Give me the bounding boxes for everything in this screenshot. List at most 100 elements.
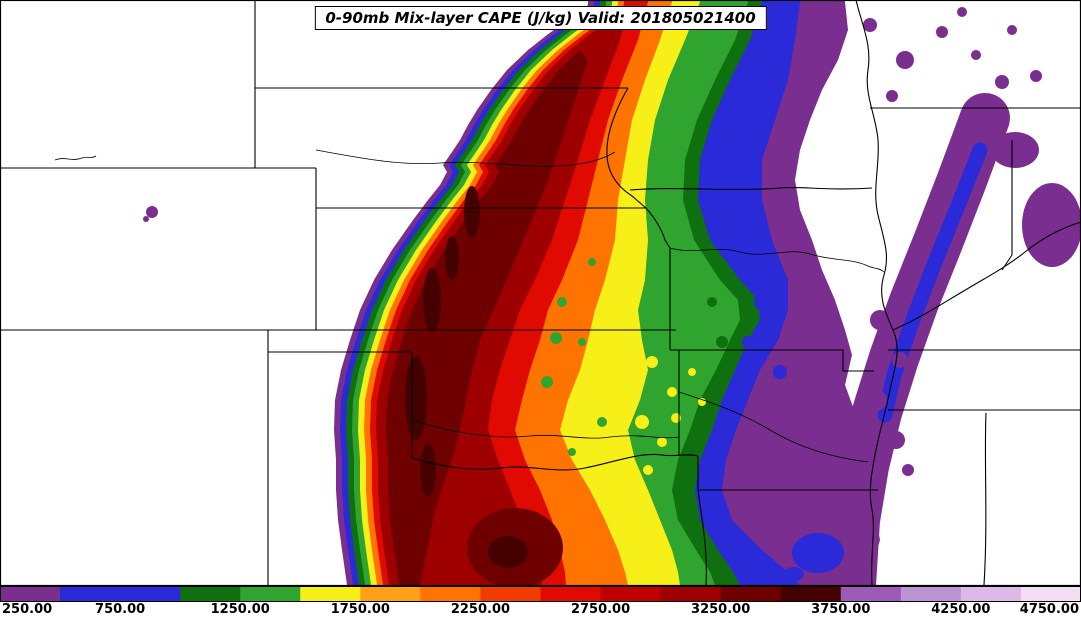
- colorbar-segment: [840, 587, 902, 601]
- colorbar-segment: [960, 587, 1022, 601]
- purple-speckle: [936, 26, 948, 38]
- green-speckle: [541, 376, 553, 388]
- map-canvas: 0-90mb Mix-layer CAPE (J/kg) Valid: 2018…: [0, 0, 1081, 586]
- blue-speckle: [754, 294, 770, 310]
- colorbar-segment: [660, 587, 722, 601]
- cape-contour-map: [0, 0, 1081, 586]
- river-line: [315, 149, 616, 167]
- dark-green-speckle: [716, 336, 728, 348]
- colorbar-segment: [420, 587, 482, 601]
- purple-blob-right-edge: [1022, 183, 1081, 267]
- cape-filled-contours: [143, 0, 1081, 586]
- darkest-core-streak: [420, 444, 436, 496]
- purple-speckle: [902, 464, 914, 476]
- green-speckle: [550, 332, 562, 344]
- yellow-speckle: [688, 368, 696, 376]
- river-lines: [54, 149, 885, 463]
- colorbar-tick-label: 4250.00: [931, 602, 991, 617]
- colorbar-segment: [480, 587, 542, 601]
- purple-speckle: [865, 389, 887, 411]
- green-speckle: [588, 258, 596, 266]
- green-speckle: [578, 338, 586, 346]
- purple-speckle: [146, 206, 158, 218]
- green-speckle: [557, 297, 567, 307]
- purple-blob: [974, 98, 1006, 126]
- purple-blob: [991, 132, 1039, 168]
- east-stripe-blue-core: [877, 142, 988, 423]
- state-border-line: [892, 221, 1081, 331]
- colorbar-segment: [0, 587, 61, 601]
- state-border-line: [670, 349, 874, 372]
- purple-speckle: [864, 370, 880, 386]
- colorbar-tick-label: 1750.00: [330, 602, 390, 617]
- colorbar-tick-label: 1250.00: [210, 602, 270, 617]
- state-border-line: [1001, 140, 1013, 271]
- colorbar-scale: [0, 586, 1081, 602]
- yellow-speckle: [646, 356, 658, 368]
- blue-patch-bottom-right: [792, 533, 844, 573]
- blue-speckle: [747, 257, 757, 267]
- purple-speckle: [896, 51, 914, 69]
- contour-band-3250-core: [386, 50, 588, 585]
- map-title-box: 0-90mb Mix-layer CAPE (J/kg) Valid: 2018…: [314, 6, 767, 30]
- purple-speckle: [1030, 70, 1042, 82]
- colorbar-tick-label: 250.00: [2, 602, 53, 617]
- darkest-core-streak: [488, 536, 528, 568]
- state-border-line: [606, 87, 671, 249]
- green-speckle: [568, 448, 576, 456]
- colorbar-segment: [120, 587, 181, 601]
- blue-speckle: [742, 336, 754, 348]
- colorbar-tick-label: 750.00: [95, 602, 146, 617]
- colorbar-labels: 250.00 750.00 1250.00 1750.00 2250.00 2750.00…: [0, 602, 1081, 624]
- darkest-core-streak: [464, 186, 480, 238]
- dark-green-speckle: [707, 297, 717, 307]
- blue-patch-bottom-right: [784, 567, 804, 581]
- yellow-speckle: [698, 398, 706, 406]
- darkest-core-streak: [445, 236, 459, 280]
- purple-speckle: [957, 7, 967, 17]
- colorbar-tick-label: 3250.00: [691, 602, 751, 617]
- purple-speckle: [971, 50, 981, 60]
- colorbar-segment: [240, 587, 301, 601]
- darkest-core-streak: [405, 356, 427, 440]
- yellow-speckle: [667, 387, 677, 397]
- state-borders: [0, 0, 1081, 586]
- purple-speckle: [892, 352, 908, 368]
- colorbar-segment: [540, 587, 602, 601]
- colorbar: [0, 586, 1081, 602]
- state-border-line: [855, 0, 898, 586]
- purple-speckle: [995, 75, 1009, 89]
- purple-speckle: [887, 431, 905, 449]
- purple-speckle: [870, 310, 890, 330]
- yellow-speckle: [657, 437, 667, 447]
- state-border-line: [411, 453, 699, 471]
- purple-speckle: [143, 216, 149, 222]
- river-line: [678, 391, 869, 463]
- colorbar-tick-label: 3750.00: [811, 602, 871, 617]
- state-border-line: [983, 412, 987, 586]
- state-border-line: [629, 186, 873, 191]
- colorbar-segment: [900, 587, 962, 601]
- colorbar-tick-label: 2250.00: [450, 602, 511, 617]
- colorbar-segment: [360, 587, 421, 601]
- colorbar-segment: [720, 587, 782, 601]
- river-line: [669, 247, 885, 273]
- river-line: [54, 155, 97, 161]
- yellow-speckle: [618, 388, 626, 396]
- map-title: 0-90mb Mix-layer CAPE (J/kg) Valid: 2018…: [325, 9, 756, 27]
- purple-speckle: [1007, 25, 1017, 35]
- yellow-speckle: [643, 465, 653, 475]
- colorbar-segment: [180, 587, 241, 601]
- purple-speckle: [886, 90, 898, 102]
- river-line: [411, 419, 680, 439]
- purple-speckle: [863, 18, 877, 32]
- green-speckle: [597, 417, 607, 427]
- darkest-core-streak: [423, 268, 441, 332]
- colorbar-tick-label: 4750.00: [1019, 602, 1079, 617]
- colorbar-tick-label: 2750.00: [570, 602, 631, 617]
- blue-speckle: [773, 365, 787, 379]
- colorbar-segment: [600, 587, 662, 601]
- state-border-line: [697, 489, 707, 586]
- colorbar-segment: [780, 587, 842, 601]
